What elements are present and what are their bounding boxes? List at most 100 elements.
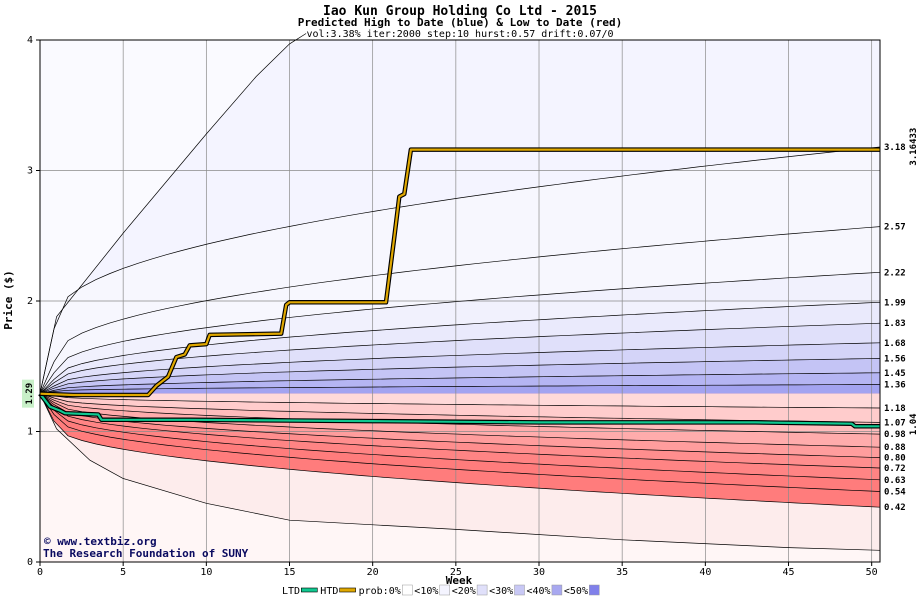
legend-item-40: <40% [527,584,563,597]
legend-line-swatch [339,587,356,593]
level-label-0.98: 0.98 [884,430,906,440]
level-label-0.63: 0.63 [884,476,906,486]
series-lines [38,147,880,429]
legend-item-50: <50% [564,584,600,597]
legend-color-swatch [402,584,413,596]
low-band-1.18 [40,393,880,408]
x-tick-label: 10 [200,567,212,578]
level-label-0.80: 0.80 [884,454,906,464]
legend-item-htd: HTD [320,586,356,597]
legend-label: <40% [527,586,551,597]
simulation-params: vol:3.38% iter:2000 step:10 hurst:0.57 d… [306,29,613,40]
level-label-0.54: 0.54 [884,488,906,498]
legend-label: <50% [564,586,588,597]
max-envelope-line [39,33,307,394]
start-price-label: 1.29 [25,383,35,405]
band-line-0.54 [39,393,881,492]
credit-site: © www.textbiz.org [44,535,157,548]
level-label-0.72: 0.72 [884,464,906,474]
start-price-marker: 1.29 [22,379,35,408]
y-tick-label: 3 [27,166,33,177]
band-line-2.22 [39,271,881,394]
legend-color-swatch [514,584,525,596]
level-label-1.68: 1.68 [884,339,906,349]
legend-color-swatch [551,584,563,596]
level-label-1.83: 1.83 [884,319,906,329]
level-label-1.36: 1.36 [884,381,906,391]
x-tick-label: 35 [616,567,628,578]
x-tick-label: 40 [699,567,711,578]
x-tick-label: 50 [866,567,878,578]
legend-label: prob:0% [359,586,401,597]
legend-color-swatch [589,584,600,596]
band-line-1.45 [39,372,881,395]
htd-series-line [39,148,880,397]
credit-site-text: www.textbiz.org [57,535,156,548]
level-label-1.18: 1.18 [884,404,906,414]
axis-ticks: 0 5 10 15 20 25 30 35 40 45 50 0 1 2 3 4 [27,35,878,578]
x-tick-label: 25 [450,567,462,578]
x-tick-label: 5 [120,567,126,578]
y-tick-label: 2 [27,296,33,307]
x-tick-label: 20 [367,567,379,578]
band-line-1.36 [39,384,881,395]
level-labels: 1.36 1.45 1.56 1.68 1.83 1.99 2.22 2.57 3.18 1.18… [22,128,919,513]
level-label-1.56: 1.56 [884,354,906,364]
level-label-3.18: 3.18 [884,143,906,153]
x-tick-label: 15 [283,567,295,578]
chart-title: Iao Kun Group Holding Co Ltd - 2015 [323,4,597,19]
legend-item-20: <20% [452,584,488,597]
level-label-0.88: 0.88 [884,443,906,453]
level-label-1.45: 1.45 [884,369,906,379]
band-line-0.98 [39,393,881,435]
band-line-3.18 [39,146,881,394]
band-line-0.80 [39,393,881,458]
final-low-label: 1.04 [909,413,919,435]
high-band-1.36 [40,384,880,394]
band-line-1.99 [39,301,881,394]
y-axis-label: Price ($) [2,270,15,330]
x-tick-label: 45 [782,567,794,578]
band-line-2.57 [39,226,881,394]
legend-label: <10% [414,586,438,597]
legend-label: LTD [282,586,300,597]
band-line-1.18 [39,393,881,409]
y-tick-label: 1 [27,427,33,438]
legend-label: <20% [452,586,476,597]
copyright-icon: © [44,535,57,548]
legend-item-30: <30% [489,584,525,597]
level-label-2.57: 2.57 [884,223,906,233]
legend-line-swatch [300,587,318,593]
x-axis-label: Week [446,574,473,587]
legend-color-swatch [439,584,450,596]
band-line-1.56 [39,358,881,395]
final-high-label: 3.16433 [909,128,919,166]
legend-label: HTD [320,586,338,597]
start-price-bg [22,379,34,408]
x-tick-label: 0 [37,567,43,578]
legend-item-ltd: LTD [282,586,318,597]
legend-label: <30% [489,586,513,597]
level-label-2.22: 2.22 [884,268,906,278]
legend-color-swatch [476,584,488,596]
y-tick-label: 4 [27,35,33,46]
band-boundary-lines [39,33,881,551]
y-tick-label: 0 [27,557,33,568]
chart-subtitle: Predicted High to Date (blue) & Low to D… [298,16,623,29]
legend-item-prob0: prob:0% [359,584,413,597]
band-line-0.72 [39,393,881,469]
legend: LTD HTD prob:0% <10% <20% <30% <40% <50% [282,584,600,597]
level-label-1.07: 1.07 [884,418,906,428]
x-tick-label: 30 [533,567,545,578]
credit-org: The Research Foundation of SUNY [43,547,249,560]
level-label-1.99: 1.99 [884,298,906,308]
min-envelope-line [39,393,881,551]
band-line-0.63 [39,393,881,481]
band-line-1.68 [39,342,881,395]
ltd-series-line [39,393,880,428]
level-label-0.42: 0.42 [884,503,906,513]
band-line-0.42 [39,393,881,508]
legend-item-10: <10% [414,584,450,597]
band-line-1.83 [39,322,881,394]
